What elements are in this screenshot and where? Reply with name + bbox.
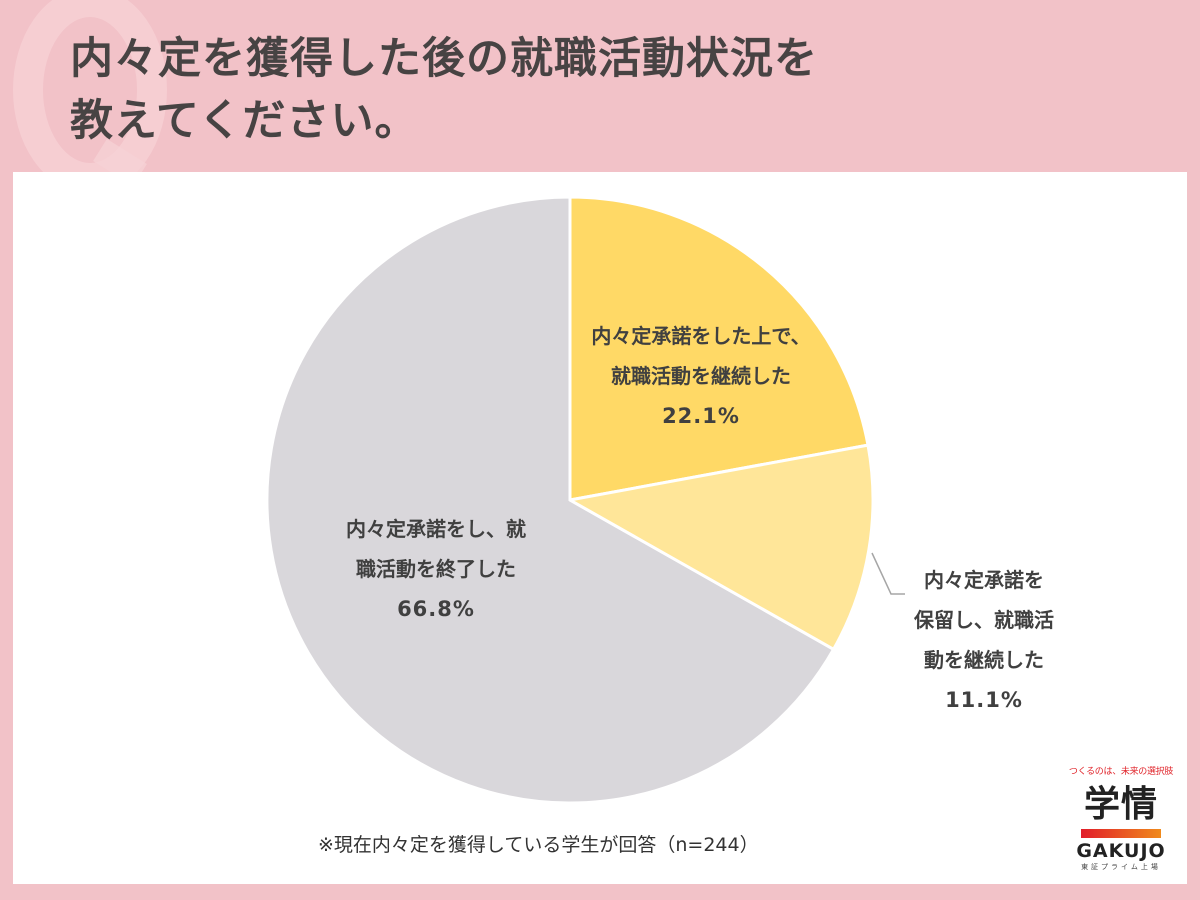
label-accepted-continuing: 内々定承諾をした上で、 就職活動を継続した 22.1% xyxy=(566,316,836,436)
logo-gradient-bar xyxy=(1081,829,1161,838)
logo-sub: 東証プライム上場 xyxy=(1081,863,1161,871)
label-percent: 22.1% xyxy=(662,404,740,428)
logo-roman: GAKUJO xyxy=(1076,840,1166,862)
gakujo-logo: つくるのは、未来の選択肢 学情 GAKUJO 東証プライム上場 xyxy=(1062,764,1180,872)
label-text: 内々定承諾をし、就 xyxy=(346,517,526,541)
label-pending-continuing: 内々定承諾を 保留し、就職活 動を継続した 11.1% xyxy=(896,560,1072,720)
label-text: 保留し、就職活 xyxy=(914,608,1054,632)
pie-slice-pending-continuing xyxy=(568,443,875,651)
page-title: 内々定を獲得した後の就職活動状況を 教えてください。 xyxy=(70,28,818,152)
label-text: 内々定承諾を xyxy=(924,568,1044,592)
leader-line xyxy=(871,552,905,595)
logo-kanji: 学情 xyxy=(1083,784,1158,825)
label-text: 就職活動を継続した xyxy=(611,364,791,388)
logo-tagline: つくるのは、未来の選択肢 xyxy=(1068,767,1174,777)
title-line-1: 内々定を獲得した後の就職活動状況を xyxy=(70,34,818,84)
label-percent: 66.8% xyxy=(397,597,475,621)
label-finished: 内々定承諾をし、就 職活動を終了した 66.8% xyxy=(318,509,554,629)
pie-slice-accepted-continuing xyxy=(568,195,870,502)
label-text: 内々定承諾をした上で、 xyxy=(591,324,811,348)
title-line-2: 教えてください。 xyxy=(70,96,419,146)
label-percent: 11.1% xyxy=(945,688,1023,712)
pie-slice-finished xyxy=(265,195,836,805)
label-text: 動を継続した xyxy=(924,648,1044,672)
respondent-note: ※現在内々定を獲得している学生が回答（n=244） xyxy=(318,834,759,856)
label-text: 職活動を終了した xyxy=(356,557,516,581)
